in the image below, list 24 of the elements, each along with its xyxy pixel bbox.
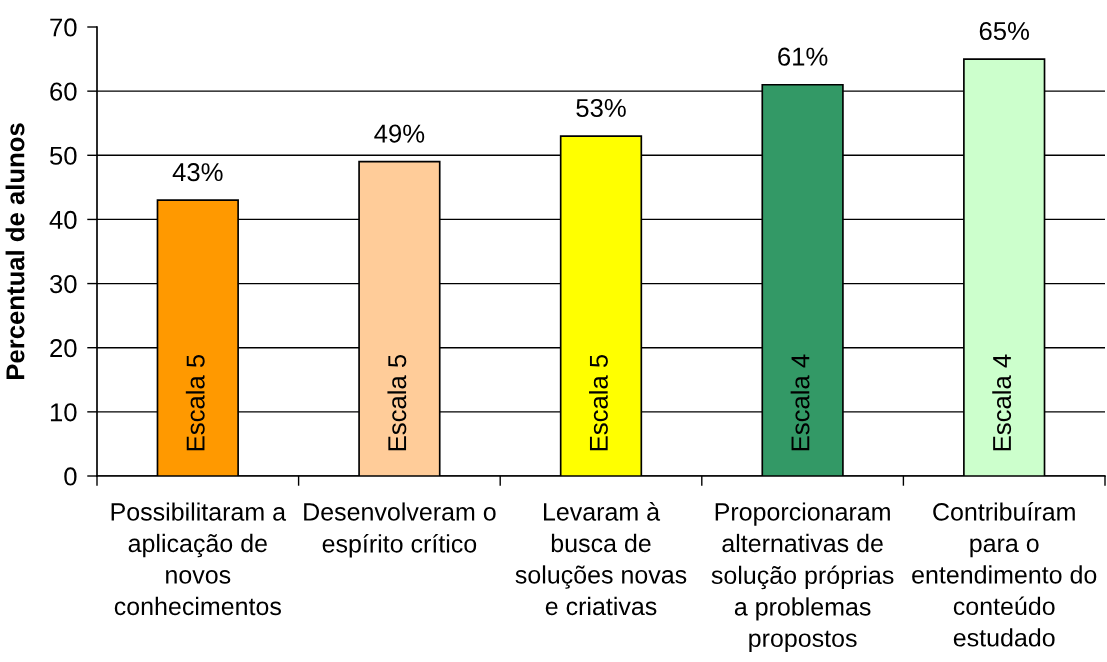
data-label: 43% [172,163,223,182]
x-tick-label: Desenvolveram o espírito crítico [304,502,496,558]
y-tick-label: 20 [50,339,77,358]
data-label: 53% [576,98,626,118]
y-tick-label: 30 [49,274,77,294]
annotation: Escala 5 [387,354,407,451]
y-tick-label: 40 [49,210,77,229]
y-tick-label: 0 [64,467,77,486]
x-tick-label: Levaram à busca de soluções novas e criativas [515,502,687,616]
y-tick-label: 50 [50,146,77,165]
annotation: Escala 4 [992,354,1012,451]
y-axis-title: Percentual de alunos [5,123,25,379]
data-label: 65% [979,21,1029,41]
data-label: 61% [778,47,828,66]
annotation: Escala 5 [185,354,205,451]
y-tick-label: 60 [50,82,77,101]
data-label: 49% [374,124,425,143]
x-tick-label: Proporcionaram alternativas de solução próprias a problemas propostos [711,502,894,653]
y-tick-label: 10 [50,403,77,422]
annotation: Escala 5 [589,354,608,451]
y-tick-label: 70 [50,18,77,37]
x-tick-label: Possibilitaram a aplicação de novos conhecimentos [111,502,287,616]
x-tick-label: Contribuíram para o entendimento do conteúdo estudado [912,502,1097,647]
annotation: Escala 4 [790,354,810,451]
